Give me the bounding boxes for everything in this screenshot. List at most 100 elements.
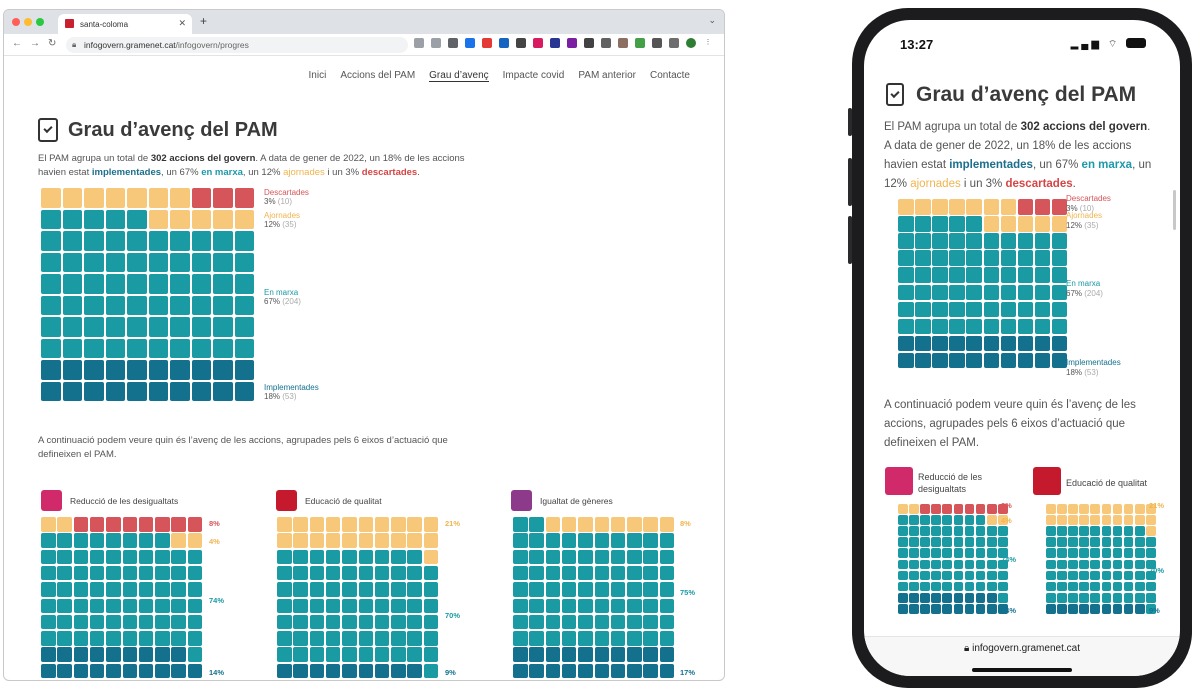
waffle-cell	[594, 631, 609, 646]
waffle-cell	[898, 526, 908, 536]
extension-icon[interactable]	[635, 38, 645, 48]
reload-icon[interactable]: ↻	[48, 38, 57, 49]
waffle-cell	[659, 647, 675, 662]
extension-icon[interactable]	[465, 38, 475, 48]
waffle-cell	[293, 517, 308, 532]
waffle-cell	[1079, 515, 1090, 525]
menu-icon[interactable]: ⋮	[704, 39, 712, 46]
share-icon[interactable]	[414, 38, 424, 48]
waffle-cell	[423, 614, 439, 630]
waffle-cell	[594, 517, 609, 532]
waffle-cell	[148, 274, 168, 294]
extension-icon[interactable]	[482, 38, 492, 48]
waffle-cell	[234, 188, 254, 208]
home-indicator[interactable]	[972, 668, 1072, 672]
waffle-cell	[1123, 559, 1134, 570]
waffle-cell	[1101, 504, 1112, 514]
star-icon[interactable]	[431, 38, 441, 48]
waffle-cell	[1079, 504, 1090, 514]
address-bar[interactable]: 🔒︎ infogovern.gramenet.cat/infogovern/pr…	[66, 37, 408, 53]
nav-item-impacte-covid[interactable]: Impacte covid	[502, 70, 565, 81]
waffle-cell	[309, 549, 325, 565]
forward-icon[interactable]: →	[30, 38, 40, 49]
extension-icon[interactable]	[516, 38, 526, 48]
segment-label: 74%	[209, 596, 225, 605]
extension-icon[interactable]	[567, 38, 577, 48]
waffle-cell	[122, 565, 137, 581]
waffle-cell	[1112, 581, 1123, 592]
waffle-cell	[73, 582, 89, 597]
extension-icon[interactable]	[533, 38, 543, 48]
waffle-cell	[1090, 548, 1101, 559]
legend-pct: 18%	[1066, 368, 1083, 377]
waffle-cell	[1017, 318, 1034, 335]
waffle-cell	[610, 647, 626, 662]
axis-title-desigualtats: Reducció de les desigualtats	[70, 496, 179, 506]
mobile-screen: 13:27 ▂▄▆ ⌔ Grau d’avenç del PAM El PAM …	[864, 20, 1180, 676]
waffle-cell	[1046, 570, 1056, 581]
legend-name: En marxa	[1066, 279, 1101, 288]
legend-pct: 3%	[1066, 204, 1078, 213]
waffle-cell	[578, 565, 593, 581]
waffle-cell	[105, 295, 125, 315]
waffle-cell	[1112, 504, 1123, 514]
sidebar-icon[interactable]	[669, 38, 679, 48]
waffle-cell	[191, 274, 211, 294]
clipboard-check-icon	[38, 118, 58, 142]
waffle-cell	[342, 517, 357, 532]
extension-icon[interactable]	[550, 38, 560, 48]
avatar[interactable]	[686, 38, 696, 48]
scrollbar[interactable]	[1173, 190, 1176, 230]
nav-item-contacte[interactable]: Contacte	[649, 70, 690, 81]
browser-tab[interactable]: santa-coloma ✕	[58, 14, 192, 34]
waffle-cell	[953, 515, 964, 525]
waffle-cell	[920, 504, 930, 514]
extension-icon[interactable]	[618, 38, 628, 48]
extension-icon[interactable]	[601, 38, 611, 48]
waffle-cell	[57, 663, 72, 679]
waffle-cell	[949, 335, 965, 352]
close-window-button[interactable]	[12, 18, 20, 26]
waffle-cell	[898, 318, 914, 335]
intro-descartades: descartades	[361, 167, 418, 178]
waffle-cell	[391, 663, 406, 679]
nav-item-accions[interactable]: Accions del PAM	[340, 70, 416, 81]
waffle-cell	[920, 515, 930, 525]
waffle-cell	[127, 360, 147, 380]
signal-icon: ▂▄▆	[1070, 39, 1103, 50]
minimize-window-button[interactable]	[24, 18, 32, 26]
waffle-cell	[122, 517, 137, 532]
maximize-window-button[interactable]	[36, 18, 44, 26]
waffle-cell	[932, 267, 948, 283]
new-tab-icon[interactable]: +	[200, 14, 208, 28]
waffle-cell	[277, 614, 292, 630]
chevron-down-icon[interactable]: ⌄	[708, 15, 716, 25]
waffle-cell	[191, 295, 211, 315]
nav-item-pam-anterior[interactable]: PAM anterior	[578, 70, 636, 81]
nav-item-inici[interactable]: Inici	[308, 70, 327, 81]
waffle-cell	[407, 598, 422, 613]
legend-implementades: Implementades 18% (53)	[264, 383, 319, 401]
waffle-cell	[89, 663, 105, 679]
waffle-cell	[561, 517, 577, 532]
intro-ajornades: ajornades	[910, 178, 961, 190]
waffle-cell	[1057, 592, 1067, 603]
extension-icon[interactable]	[499, 38, 509, 48]
extension-icon[interactable]	[448, 38, 458, 48]
waffle-cell	[309, 647, 325, 662]
mobile-url: infogovern.gramenet.cat	[972, 643, 1080, 654]
waffle-cell	[62, 188, 82, 208]
waffle-cell	[138, 631, 154, 646]
waffle-cell	[920, 559, 930, 570]
waffle-cell	[949, 199, 965, 215]
back-icon[interactable]: ←	[12, 38, 22, 49]
nav-item-grau-avenc[interactable]: Grau d’avenç	[429, 70, 489, 82]
close-tab-icon[interactable]: ✕	[178, 18, 186, 28]
puzzle-icon[interactable]	[652, 38, 662, 48]
waffle-cell	[84, 252, 104, 272]
waffle-cell	[187, 614, 203, 630]
extension-icon[interactable]	[584, 38, 594, 48]
mute-switch	[848, 108, 852, 136]
waffle-cell	[171, 533, 186, 548]
waffle-cell	[374, 631, 390, 646]
